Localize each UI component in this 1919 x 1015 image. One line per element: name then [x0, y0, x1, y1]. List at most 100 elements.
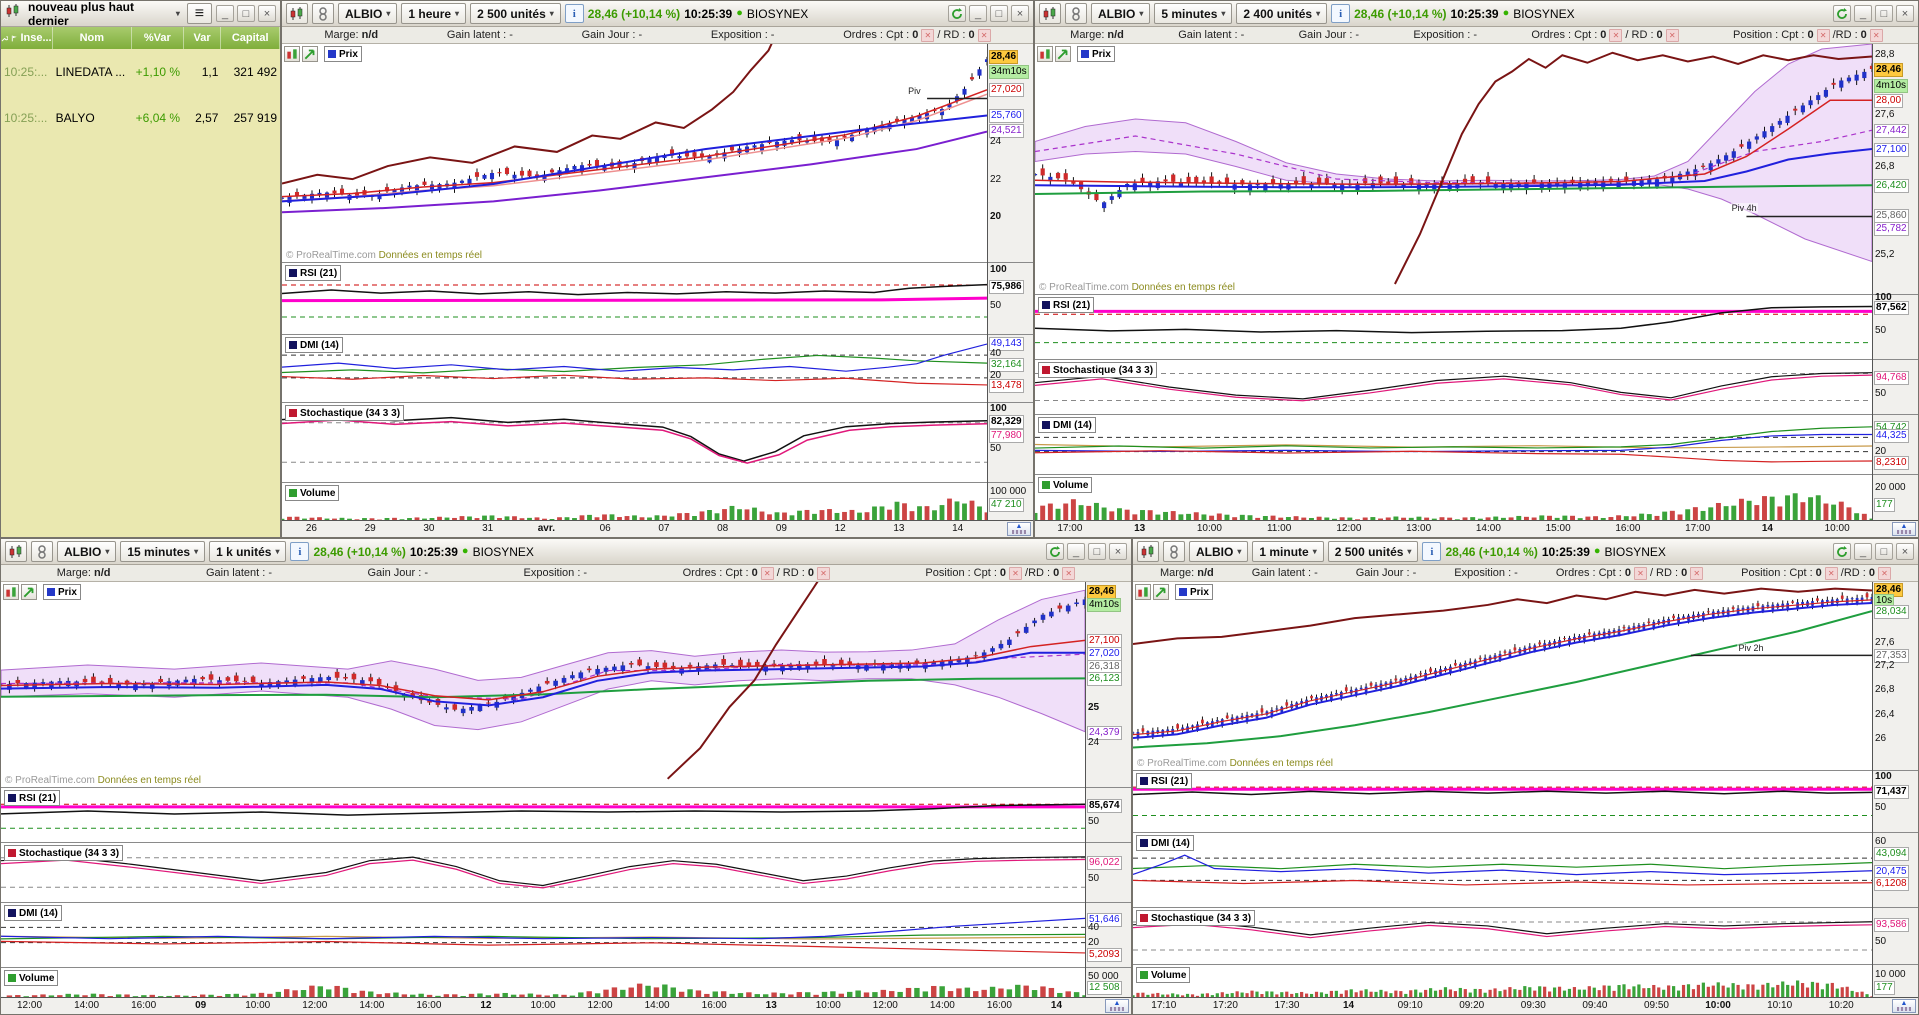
indicator-chart[interactable]	[1133, 965, 1872, 999]
watchlist-row[interactable]: 10:25:... LINEDATA ... +1,10 % 1,1 321 492	[1, 49, 280, 95]
add-indicator-button[interactable]	[284, 46, 300, 62]
units-dropdown[interactable]: 2 500 unités ▾	[1327, 541, 1419, 562]
minimize-button[interactable]: _	[1067, 543, 1085, 560]
info-button[interactable]: i	[564, 4, 584, 23]
indicator-chart[interactable]	[1, 843, 1085, 902]
cancel-orders-rd-icon[interactable]: ✕	[816, 566, 830, 580]
indicator-panel-dmi[interactable]: DMI (14)	[1133, 832, 1872, 907]
column-header-capital[interactable]: Capital	[221, 27, 280, 49]
minimize-button[interactable]: _	[1854, 543, 1872, 560]
watchlist-row[interactable]: 10:25:... BALYO +6,04 % 2,57 257 919	[1, 95, 280, 141]
panel-resize-button[interactable]: ▲	[1892, 522, 1916, 536]
zoom-mode-button[interactable]	[21, 584, 37, 600]
indicator-panel-volume[interactable]: Volume	[282, 482, 987, 522]
indicator-chart[interactable]	[1035, 360, 1872, 414]
refresh-button[interactable]	[1833, 5, 1851, 22]
add-indicator-button[interactable]	[1037, 46, 1053, 62]
close-button[interactable]: ×	[1109, 543, 1127, 560]
indicator-panel-stochastique[interactable]: Stochastique (34 3 3)	[282, 402, 987, 482]
indicator-chart[interactable]	[282, 483, 987, 522]
indicator-chart[interactable]	[1133, 771, 1872, 832]
units-dropdown[interactable]: 1 k unités ▾	[209, 541, 287, 562]
cancel-orders-rd-icon[interactable]: ✕	[977, 28, 991, 42]
indicator-panel-volume[interactable]: Volume	[1035, 474, 1872, 522]
refresh-button[interactable]	[1833, 543, 1851, 560]
indicator-chart[interactable]	[282, 403, 987, 482]
indicator-chart[interactable]	[1, 968, 1085, 999]
price-panel[interactable]: Prix © ProRealTime.com Données en temps r…	[1133, 582, 1872, 770]
close-position-icon[interactable]: ✕	[1816, 28, 1830, 42]
close-position-rd-icon[interactable]: ✕	[1869, 28, 1883, 42]
close-button[interactable]: ×	[1896, 543, 1914, 560]
indicator-chart[interactable]	[282, 335, 987, 402]
indicator-chart[interactable]	[1035, 295, 1872, 359]
refresh-button[interactable]	[948, 5, 966, 22]
maximize-button[interactable]: □	[1088, 543, 1106, 560]
close-position-icon[interactable]: ✕	[1824, 566, 1838, 580]
indicator-panel-dmi[interactable]: DMI (14)	[1, 902, 1085, 967]
chart-type-button[interactable]	[5, 541, 27, 562]
indicator-panel-stochastique[interactable]: Stochastique (34 3 3)	[1, 842, 1085, 902]
indicator-chart[interactable]	[1, 788, 1085, 842]
price-axis-column[interactable]: 28,46 10s 28,034 27,6 27,353 27,2 26,8 26,4 26 10…	[1872, 582, 1918, 999]
chart-plot-area[interactable]: Prix © ProRealTime.com Données en temps r…	[282, 44, 987, 522]
minimize-button[interactable]: _	[1854, 5, 1872, 22]
timeframe-dropdown[interactable]: 15 minutes ▾	[120, 541, 206, 562]
watchlist-title-dropdown[interactable]: nouveau plus haut dernier ▾	[25, 1, 183, 28]
column-header-var[interactable]: Var	[184, 27, 222, 49]
price-chart[interactable]	[282, 44, 987, 262]
menu-button[interactable]: ≡	[186, 3, 212, 24]
indicator-chart[interactable]	[282, 263, 987, 334]
close-position-icon[interactable]: ✕	[1009, 566, 1023, 580]
close-button[interactable]: ×	[1011, 5, 1029, 22]
timeframe-dropdown[interactable]: 5 minutes ▾	[1154, 3, 1233, 24]
indicator-panel-stochastique[interactable]: Stochastique (34 3 3)	[1133, 907, 1872, 964]
info-button[interactable]: i	[290, 542, 310, 561]
maximize-button[interactable]: □	[1875, 543, 1893, 560]
indicator-panel-volume[interactable]: Volume	[1133, 964, 1872, 999]
close-position-rd-icon[interactable]: ✕	[1877, 566, 1891, 580]
link-windows-button[interactable]	[1065, 3, 1087, 24]
maximize-button[interactable]: □	[237, 5, 255, 22]
symbol-dropdown[interactable]: ALBIO ▾	[1189, 541, 1249, 562]
link-windows-button[interactable]	[31, 541, 53, 562]
indicator-panel-rsi[interactable]: RSI (21)	[1035, 294, 1872, 359]
column-header-nom[interactable]: Nom	[53, 27, 133, 49]
indicator-panel-volume[interactable]: Volume	[1, 967, 1085, 999]
column-header-var[interactable]: %Var	[132, 27, 184, 49]
symbol-dropdown[interactable]: ALBIO ▾	[1091, 3, 1151, 24]
units-dropdown[interactable]: 2 500 unités ▾	[470, 3, 561, 24]
indicator-panel-rsi[interactable]: RSI (21)	[1133, 770, 1872, 832]
add-indicator-button[interactable]	[1135, 584, 1151, 600]
link-windows-button[interactable]	[1163, 541, 1185, 562]
add-indicator-button[interactable]	[3, 584, 19, 600]
price-axis-column[interactable]: 28,46 34m10s 27,020 25,760 24,521 24 22 20 100 75…	[987, 44, 1033, 522]
price-chart[interactable]	[1, 582, 1085, 787]
cancel-orders-icon[interactable]: ✕	[760, 566, 774, 580]
indicator-panel-rsi[interactable]: RSI (21)	[282, 262, 987, 334]
indicator-chart[interactable]	[1133, 833, 1872, 907]
symbol-dropdown[interactable]: ALBIO ▾	[338, 3, 398, 24]
cancel-orders-icon[interactable]: ✕	[1633, 566, 1647, 580]
maximize-button[interactable]: □	[1875, 5, 1893, 22]
indicator-chart[interactable]	[1133, 908, 1872, 964]
price-chart[interactable]	[1035, 44, 1872, 294]
indicator-chart[interactable]	[1035, 475, 1872, 522]
cancel-orders-rd-icon[interactable]: ✕	[1690, 566, 1704, 580]
zoom-mode-button[interactable]	[302, 46, 318, 62]
close-button[interactable]: ×	[258, 5, 276, 22]
indicator-panel-dmi[interactable]: DMI (14)	[282, 334, 987, 402]
chart-type-button[interactable]	[1137, 541, 1159, 562]
chart-type-button[interactable]	[286, 3, 308, 24]
info-button[interactable]: i	[1331, 4, 1351, 23]
timeframe-dropdown[interactable]: 1 minute ▾	[1252, 541, 1324, 562]
chart-type-button[interactable]	[1039, 3, 1061, 24]
panel-resize-button[interactable]: ▲	[1007, 522, 1031, 536]
price-axis-column[interactable]: 28,46 4m10s 27,100 27,020 26,318 26,123 25 24,3…	[1085, 582, 1131, 999]
chart-plot-area[interactable]: Prix © ProRealTime.com Données en temps r…	[1133, 582, 1872, 999]
timeframe-dropdown[interactable]: 1 heure ▾	[401, 3, 467, 24]
indicator-chart[interactable]	[1, 903, 1085, 967]
price-axis-column[interactable]: 28,8 28,46 4m10s 28,00 27,6 27,442 27,100 26,8 2…	[1872, 44, 1918, 522]
price-panel[interactable]: Prix © ProRealTime.com Données en temps r…	[1, 582, 1085, 787]
units-dropdown[interactable]: 2 400 unités ▾	[1236, 3, 1328, 24]
